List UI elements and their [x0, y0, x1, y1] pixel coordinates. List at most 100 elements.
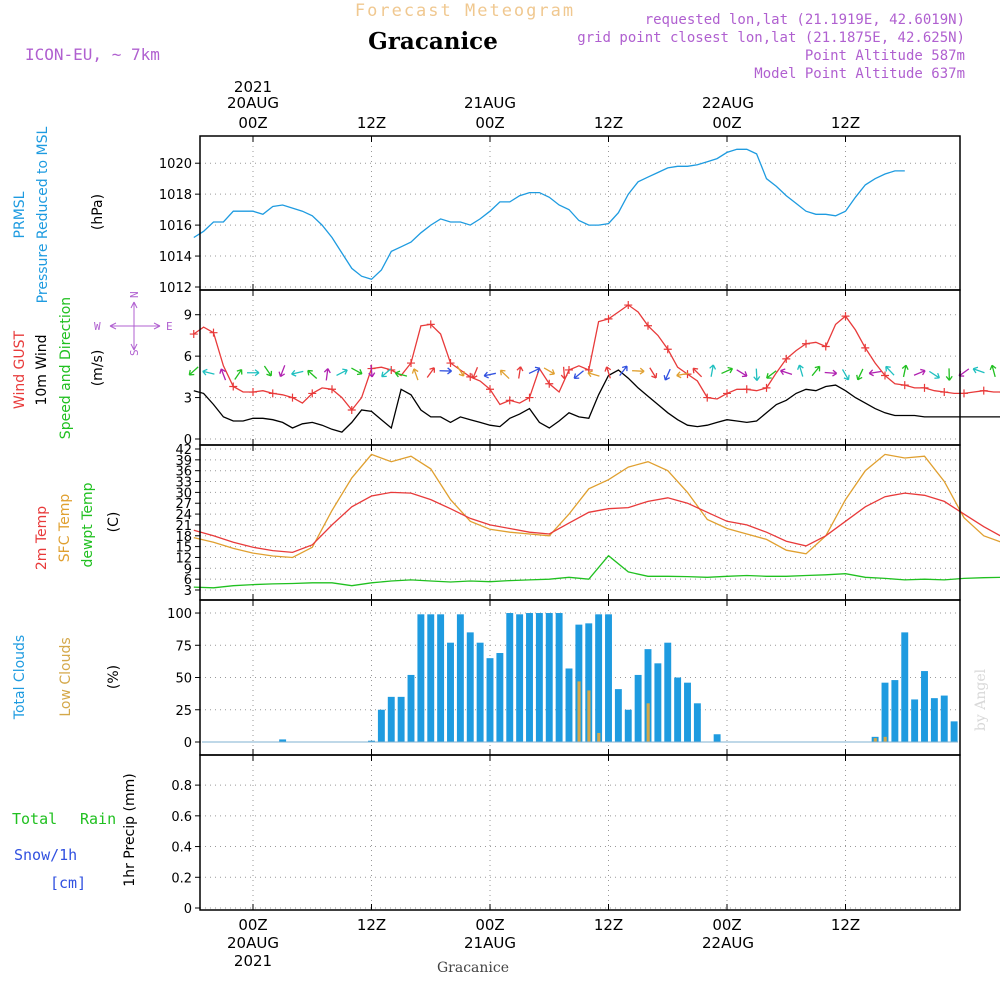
- cloud-low-label: Low Clouds: [58, 637, 74, 716]
- gust-marker: [545, 379, 554, 388]
- wind-arrow-shape: [411, 368, 419, 381]
- top-year: 2021: [234, 78, 272, 96]
- wind-arrow-shape: [841, 369, 850, 381]
- ytick-label: 100: [167, 607, 192, 622]
- wind-arrow: [219, 368, 227, 381]
- wind-10m-label: 10m Wind: [34, 334, 50, 405]
- prmsl-label: PRMSL: [12, 191, 28, 238]
- wind-arrow-shape: [439, 367, 452, 375]
- wind-arrow-shape: [928, 370, 941, 379]
- ytick-label: 0.2: [171, 871, 192, 886]
- compass-north: N: [128, 291, 141, 298]
- grid-layer: [200, 136, 960, 910]
- wind-arrow: [692, 367, 703, 378]
- y-ticks: 1012101410161018102003693691215182124273…: [159, 136, 846, 917]
- wind-arrow-shape: [676, 371, 689, 379]
- total-cloud-bar: [456, 614, 464, 742]
- bottom-time-label: 00Z: [712, 916, 741, 934]
- bottom-date-3: 22AUG: [702, 934, 754, 952]
- ytick-label: 3: [184, 392, 192, 407]
- top-date-2: 21AUG: [464, 94, 516, 112]
- gust-marker: [624, 301, 633, 310]
- total-cloud-bar: [516, 614, 524, 742]
- ytick-label: 42: [175, 443, 192, 458]
- wind-arrow-shape: [721, 366, 734, 375]
- wind-arrow-shape: [219, 368, 227, 381]
- total-cloud-bar: [891, 680, 899, 742]
- gust-marker: [723, 389, 731, 398]
- gust-marker: [209, 328, 218, 337]
- total-cloud-bar: [911, 699, 919, 742]
- wind-arrow-shape: [811, 365, 821, 377]
- wind-arrow-shape: [824, 369, 838, 377]
- temp-dewpt-line: [193, 554, 1000, 589]
- total-cloud-bar: [397, 696, 405, 742]
- wind-arrow: [483, 371, 497, 379]
- total-cloud-bar: [654, 663, 662, 742]
- wind-arrow-shape: [202, 368, 215, 376]
- total-cloud-bar: [377, 709, 385, 742]
- gust-marker: [920, 383, 929, 392]
- wind-arrow-shape: [619, 365, 628, 377]
- gust-marker: [505, 396, 514, 405]
- gust-marker: [960, 389, 968, 398]
- ytick-label: 1020: [159, 157, 192, 172]
- wind-arrow-shape: [471, 367, 479, 379]
- total-cloud-bar: [940, 695, 948, 742]
- wind-10m-line: [193, 369, 1000, 433]
- wind-arrow: [945, 368, 953, 381]
- wind-arrow-shape: [247, 369, 260, 377]
- wind-arrow: [560, 366, 568, 380]
- gust-marker: [189, 330, 198, 339]
- ytick-label: 12: [175, 551, 192, 566]
- wind-arrow-shape: [234, 368, 243, 380]
- wind-arrow-shape: [945, 368, 953, 381]
- wind-arrow: [439, 367, 452, 375]
- top-time-label: 00Z: [475, 114, 504, 132]
- gust-marker: [900, 381, 909, 390]
- wind-arrow: [247, 369, 260, 377]
- wind-arrow: [336, 368, 348, 376]
- panel-frame-temperature: [199, 444, 961, 601]
- wind-arrow-shape: [766, 370, 777, 379]
- bottom-time-label: 12Z: [831, 916, 860, 934]
- total-cloud-bar: [476, 642, 484, 742]
- total-cloud-bar: [713, 734, 721, 742]
- total-cloud-bar: [279, 739, 287, 742]
- cloud-unit-label: (%): [106, 665, 122, 689]
- wind-arrow: [411, 368, 419, 381]
- ytick-label: 25: [175, 704, 192, 719]
- wind-arrow-shape: [663, 368, 671, 381]
- ytick-label: 6: [184, 350, 192, 365]
- wind-arrow: [426, 367, 436, 378]
- wind-arrow-shape: [528, 366, 541, 375]
- ytick-label: 15: [175, 541, 192, 556]
- wind-arrow: [797, 364, 804, 377]
- gust-marker: [268, 389, 277, 398]
- wind-arrow-shape: [426, 367, 436, 378]
- wind-arrow-shape: [516, 366, 524, 379]
- wind-direction-label: Speed and Direction: [58, 297, 74, 439]
- wind-arrow: [543, 367, 556, 376]
- total-cloud-bar: [506, 613, 514, 742]
- wind-arrow-shape: [336, 368, 348, 376]
- temp-2m-label: 2m Temp: [34, 506, 50, 570]
- wind-arrow-shape: [394, 370, 408, 378]
- ytick-label: 50: [175, 672, 192, 687]
- ytick-label: 0: [184, 736, 192, 751]
- ytick-label: 6: [184, 573, 192, 588]
- wind-arrow-shape: [263, 365, 273, 377]
- total-cloud-bar: [881, 682, 889, 742]
- total-cloud-bar: [526, 613, 533, 742]
- supertitle: Forecast Meteogram: [355, 1, 575, 21]
- wind-arrow-shape: [587, 370, 600, 378]
- wind-arrow: [649, 367, 658, 379]
- ytick-label: 24: [175, 508, 192, 523]
- wind-arrow-shape: [381, 368, 392, 378]
- ytick-label: 36: [175, 465, 192, 480]
- wind-unit-label: (m/s): [90, 350, 106, 387]
- wind-arrow-shape: [632, 367, 645, 375]
- wind-arrow: [753, 368, 761, 382]
- wind-gust-label: Wind GUST: [12, 330, 28, 409]
- ytick-label: 1018: [159, 188, 192, 203]
